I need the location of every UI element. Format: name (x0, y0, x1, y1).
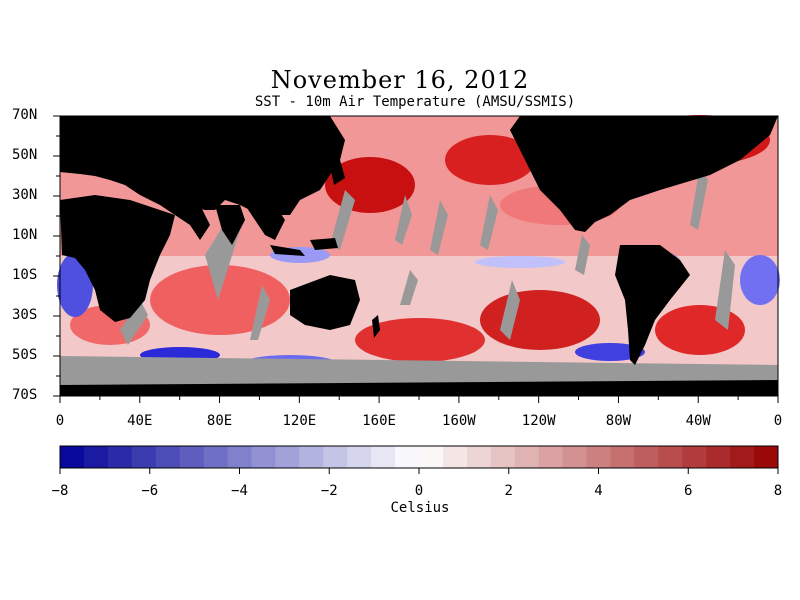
land-india (215, 205, 245, 245)
warm-anomaly-ne-pacific (445, 135, 535, 185)
colorbar-swatch (490, 446, 516, 468)
lon-label: 160E (362, 413, 396, 429)
colorbar-tick-label: 4 (594, 483, 603, 499)
colorbar-tick-label: −4 (231, 483, 248, 499)
colorbar-frame (59, 445, 779, 469)
colorbar-swatch (730, 446, 755, 468)
warm-anomaly-s-atlantic (655, 305, 745, 355)
colorbar (59, 446, 779, 474)
land-antarctica (60, 380, 778, 396)
missing-gap (120, 300, 148, 345)
land-south-america (615, 245, 690, 365)
colorbar-swatch (658, 446, 683, 468)
lat-label: 50S (12, 347, 38, 363)
colorbar-tick-label: 8 (773, 483, 783, 499)
colorbar-swatch (251, 446, 276, 468)
colorbar-swatch (634, 446, 659, 468)
colorbar-swatch (179, 446, 205, 468)
missing-gap (690, 165, 708, 230)
map-subtitle: SST - 10m Air Temperature (AMSU/SSMIS) (254, 94, 576, 110)
land-eurasia (60, 116, 345, 215)
missing-gap (500, 280, 520, 340)
cool-anomaly-sw-africa (57, 253, 93, 317)
lon-label: 80E (206, 413, 233, 429)
missing-gap (575, 235, 590, 275)
cool-anomaly-central-pacific (475, 256, 565, 268)
colorbar-swatch (275, 446, 300, 468)
lon-label: 160W (442, 413, 476, 429)
colorbar-swatch (706, 446, 731, 468)
colorbar-swatch (754, 446, 779, 468)
missing-gap (250, 285, 270, 340)
lat-label: 10N (12, 227, 38, 243)
colorbar-swatch (323, 446, 348, 468)
axis-ticks (53, 115, 779, 403)
colorbar-tick-label: −6 (141, 483, 159, 499)
colorbar-swatch (682, 446, 707, 468)
land-new-zealand (372, 315, 380, 338)
missing-gap (430, 200, 448, 255)
colorbar-swatch (227, 446, 252, 468)
land-arabia (160, 205, 210, 240)
colorbar-swatch (538, 446, 564, 468)
lon-label: 80W (605, 413, 632, 429)
map-title: November 16, 2012 (270, 66, 530, 94)
colorbar-tick-label: 0 (414, 483, 424, 499)
colorbar-swatch (371, 446, 396, 468)
lat-label: 10S (12, 267, 38, 283)
missing-gap (330, 190, 355, 250)
missing-gap (715, 250, 735, 330)
lat-label: 30S (12, 307, 38, 323)
colorbar-swatch (586, 446, 611, 468)
land-australia (290, 275, 360, 330)
colorbar-swatch (562, 446, 588, 468)
missing-gap (400, 270, 418, 305)
missing-gap (480, 195, 498, 250)
colorbar-swatch (442, 446, 468, 468)
warm-anomaly-se-pacific (480, 290, 600, 350)
lat-label: 70S (12, 387, 38, 403)
lat-label: 70N (12, 107, 38, 123)
colorbar-tick-label: −2 (320, 483, 338, 499)
colorbar-tick-label: 2 (504, 483, 513, 499)
colorbar-swatch (395, 446, 420, 468)
land-greenland (640, 116, 720, 150)
colorbar-swatch (131, 446, 157, 468)
lon-label: 0 (55, 413, 65, 429)
colorbar-tick-label: −8 (51, 483, 69, 499)
lat-label: 50N (12, 147, 38, 163)
land-new-guinea (310, 238, 338, 250)
lat-label: 30N (12, 187, 38, 203)
colorbar-swatch (60, 446, 85, 468)
land-north-america (510, 116, 778, 232)
lon-label: 120E (282, 413, 317, 429)
land-indonesia (270, 245, 305, 256)
colorbar-swatch (514, 446, 540, 468)
colorbar-swatch (347, 446, 372, 468)
missing-gap (395, 195, 412, 245)
land-japan (330, 160, 345, 185)
land-africa (60, 195, 175, 322)
colorbar-swatch (107, 446, 133, 468)
colorbar-swatch (610, 446, 635, 468)
lon-label: 40W (685, 413, 711, 429)
lon-label: 40E (127, 413, 153, 429)
colorbar-unit-label: Celsius (390, 500, 450, 516)
colorbar-swatch (466, 446, 492, 468)
colorbar-swatch (155, 446, 181, 468)
cool-anomaly-atlantic (740, 255, 780, 305)
warm-anomaly-s-pacific (355, 318, 485, 362)
colorbar-tick-label: 6 (684, 483, 693, 499)
colorbar-swatch (419, 446, 444, 468)
lon-label: 0 (773, 413, 783, 429)
land-se-asia (245, 205, 285, 240)
land-masses (60, 116, 778, 396)
colorbar-swatch (203, 446, 229, 468)
lon-label: 120W (521, 413, 556, 429)
colorbar-swatch (299, 446, 324, 468)
cool-anomaly-southern-ocean-2 (575, 343, 645, 361)
colorbar-swatch (83, 446, 109, 468)
